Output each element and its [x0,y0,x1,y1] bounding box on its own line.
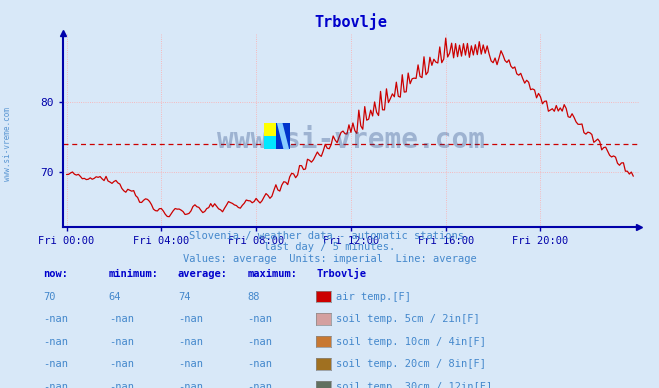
Text: -nan: -nan [43,337,68,347]
Text: 64: 64 [109,292,121,302]
Text: -nan: -nan [178,382,203,388]
Text: now:: now: [43,269,68,279]
Bar [264,123,275,136]
Text: www.si-vreme.com: www.si-vreme.com [3,107,13,180]
Text: -nan: -nan [109,382,134,388]
Text: 88: 88 [247,292,260,302]
Text: -nan: -nan [247,382,272,388]
Text: -nan: -nan [178,337,203,347]
Text: Values: average  Units: imperial  Line: average: Values: average Units: imperial Line: av… [183,254,476,264]
Text: -nan: -nan [109,337,134,347]
Text: soil temp. 5cm / 2in[F]: soil temp. 5cm / 2in[F] [336,314,480,324]
Text: -nan: -nan [247,359,272,369]
Text: minimum:: minimum: [109,269,159,279]
Text: -nan: -nan [247,337,272,347]
Text: -nan: -nan [43,359,68,369]
Text: -nan: -nan [247,314,272,324]
Text: Slovenia / weather data - automatic stations.: Slovenia / weather data - automatic stat… [189,230,470,241]
Text: maximum:: maximum: [247,269,297,279]
Text: last day / 5 minutes.: last day / 5 minutes. [264,242,395,252]
Text: -nan: -nan [178,359,203,369]
Text: soil temp. 20cm / 8in[F]: soil temp. 20cm / 8in[F] [336,359,486,369]
Text: -nan: -nan [178,314,203,324]
Text: Trbovlje: Trbovlje [316,268,366,279]
Bar [264,136,275,149]
Text: air temp.[F]: air temp.[F] [336,292,411,302]
Text: -nan: -nan [43,314,68,324]
Text: 74: 74 [178,292,190,302]
Bar [275,123,290,149]
Text: -nan: -nan [43,382,68,388]
Text: -nan: -nan [109,314,134,324]
Text: average:: average: [178,269,228,279]
Text: soil temp. 30cm / 12in[F]: soil temp. 30cm / 12in[F] [336,382,492,388]
Text: www.si-vreme.com: www.si-vreme.com [217,126,485,154]
Text: 70: 70 [43,292,55,302]
Title: Trbovlje: Trbovlje [314,14,387,30]
Text: -nan: -nan [109,359,134,369]
Polygon shape [277,123,289,149]
Text: soil temp. 10cm / 4in[F]: soil temp. 10cm / 4in[F] [336,337,486,347]
